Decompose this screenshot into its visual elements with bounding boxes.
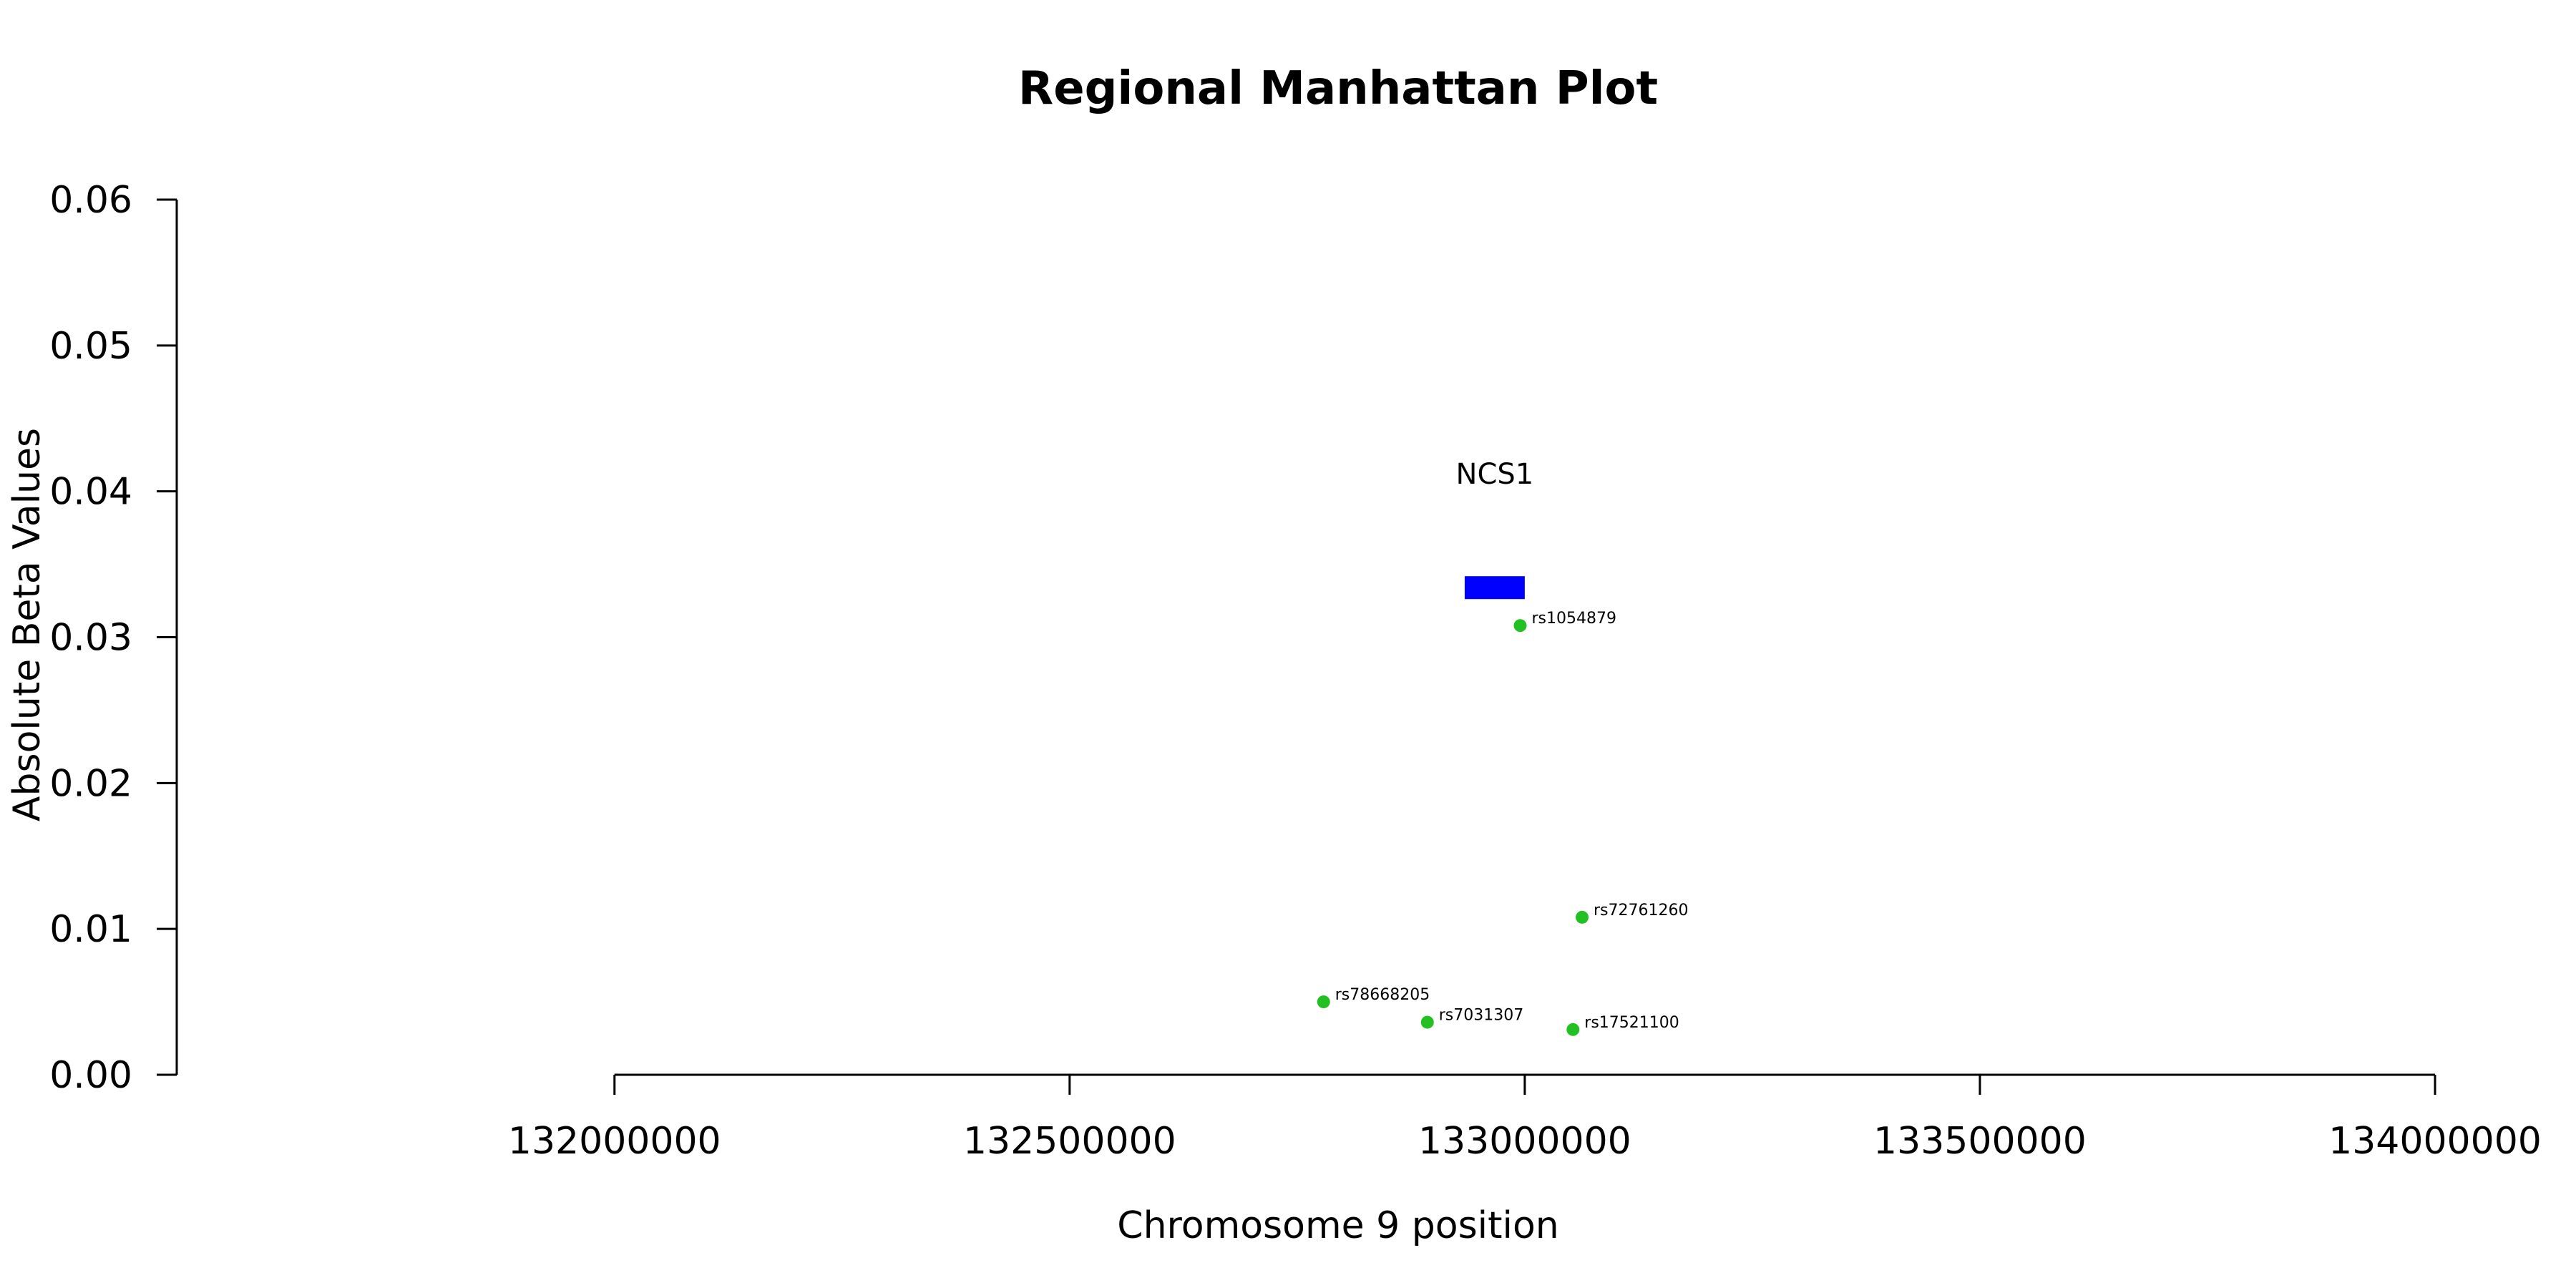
x-tick-label: 132500000 (963, 1120, 1176, 1163)
snp-point (1420, 1015, 1434, 1029)
y-tick-label: 0.02 (49, 762, 132, 805)
gene-label: NCS1 (1456, 458, 1534, 491)
snp-label: rs7031307 (1439, 1007, 1524, 1025)
snp-point (1576, 910, 1589, 924)
chart-title: Regional Manhattan Plot (1018, 62, 1658, 115)
snp-label: rs72761260 (1594, 902, 1688, 919)
snp-label: rs78668205 (1335, 986, 1430, 1004)
y-axis-title: Absolute Beta Values (6, 428, 49, 821)
gene-layer: NCS1 (1456, 458, 1534, 600)
y-tick-label: 0.00 (49, 1054, 132, 1097)
snp-label: rs17521100 (1584, 1014, 1679, 1032)
snp-label: rs1054879 (1532, 610, 1617, 628)
y-tick-label: 0.06 (49, 179, 132, 222)
gene-bar (1464, 576, 1525, 600)
x-axis: 132000000 132500000 133000000 133500000 1340… (508, 1073, 2542, 1163)
y-tick-label: 0.03 (49, 617, 132, 660)
x-tick-label: 134000000 (2328, 1120, 2542, 1163)
x-axis-title: Chromosome 9 position (1117, 1204, 1558, 1247)
y-axis: 0.00 0.01 0.02 0.03 0.04 0.05 0.06 (49, 179, 178, 1097)
snp-point (1566, 1023, 1580, 1036)
x-tick-label: 133000000 (1418, 1120, 1631, 1163)
y-tick-label: 0.04 (49, 471, 132, 514)
snp-point (1317, 995, 1330, 1009)
y-tick-label: 0.01 (49, 908, 132, 951)
x-tick-label: 132000000 (508, 1120, 721, 1163)
y-tick-label: 0.05 (49, 325, 132, 368)
snp-point (1513, 619, 1527, 633)
snp-points-layer: rs1054879 rs72761260 rs78668205 rs7031307 rs… (1317, 610, 1689, 1036)
x-tick-label: 133500000 (1873, 1120, 2087, 1163)
